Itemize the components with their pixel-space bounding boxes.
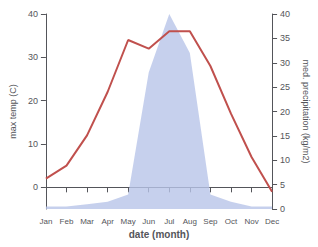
svg-text:0: 0 xyxy=(280,204,285,214)
svg-text:Jul: Jul xyxy=(164,217,174,226)
svg-text:Jan: Jan xyxy=(39,217,52,226)
svg-text:40: 40 xyxy=(28,9,38,19)
svg-text:20: 20 xyxy=(280,107,290,117)
svg-text:Nov: Nov xyxy=(244,217,258,226)
svg-text:May: May xyxy=(121,217,136,226)
svg-text:40: 40 xyxy=(280,9,290,19)
svg-text:Dec: Dec xyxy=(265,217,279,226)
svg-text:Mar: Mar xyxy=(80,217,94,226)
svg-text:max temp (C): max temp (C) xyxy=(8,84,18,139)
svg-text:0: 0 xyxy=(33,182,38,192)
svg-text:25: 25 xyxy=(280,82,290,92)
svg-text:10: 10 xyxy=(280,155,290,165)
svg-text:Aug: Aug xyxy=(183,217,197,226)
svg-text:5: 5 xyxy=(280,180,285,190)
svg-text:Oct: Oct xyxy=(225,217,238,226)
svg-text:30: 30 xyxy=(280,58,290,68)
svg-text:10: 10 xyxy=(28,139,38,149)
svg-text:Sep: Sep xyxy=(203,217,218,226)
svg-text:Feb: Feb xyxy=(60,217,74,226)
svg-text:date (month): date (month) xyxy=(129,229,190,240)
svg-text:35: 35 xyxy=(280,33,290,43)
svg-text:Apr: Apr xyxy=(101,217,114,226)
svg-text:20: 20 xyxy=(28,96,38,106)
svg-text:15: 15 xyxy=(280,131,290,141)
svg-text:Jun: Jun xyxy=(142,217,155,226)
svg-text:med. precipitation (kg/m2): med. precipitation (kg/m2) xyxy=(301,59,311,163)
svg-text:30: 30 xyxy=(28,52,38,62)
